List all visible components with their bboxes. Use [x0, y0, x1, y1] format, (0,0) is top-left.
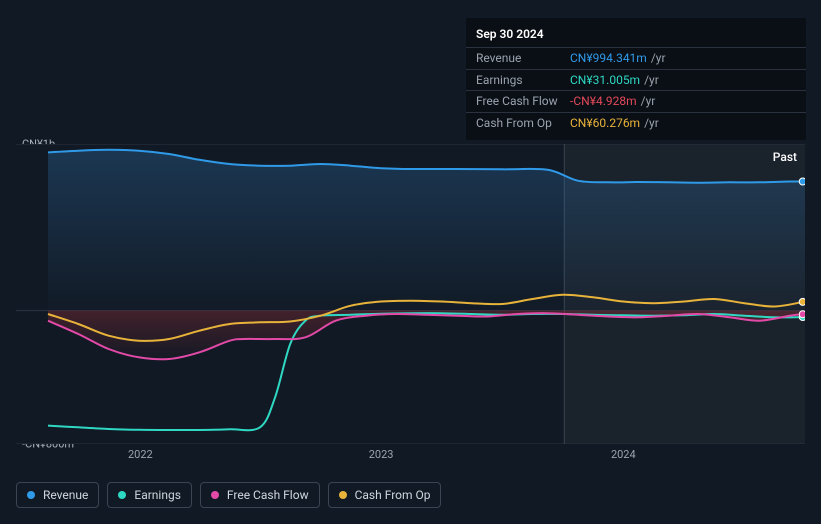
legend-item-revenue[interactable]: Revenue — [16, 482, 99, 508]
marker-cfo — [799, 298, 805, 305]
tooltip-row-value: CN¥994.341m — [570, 50, 647, 67]
data-tooltip: Sep 30 2024 RevenueCN¥994.341m/yrEarning… — [466, 18, 806, 140]
tooltip-row-unit: /yr — [641, 93, 656, 110]
past-label: Past — [773, 150, 797, 164]
tooltip-row-label: Revenue — [476, 50, 570, 67]
legend-item-cfo[interactable]: Cash From Op — [328, 482, 442, 508]
tooltip-row: RevenueCN¥994.341m/yr — [466, 47, 806, 69]
tooltip-row-value: CN¥60.276m — [570, 115, 640, 132]
x-tick-label: 2023 — [369, 448, 394, 461]
legend-label: Free Cash Flow — [227, 488, 309, 502]
legend-swatch — [118, 491, 126, 499]
legend-label: Revenue — [43, 488, 88, 502]
tooltip-row: EarningsCN¥31.005m/yr — [466, 69, 806, 91]
legend-swatch — [211, 491, 219, 499]
x-tick-label: 2024 — [611, 448, 636, 461]
tooltip-date: Sep 30 2024 — [466, 24, 806, 47]
tooltip-row-unit: /yr — [644, 115, 659, 132]
x-tick-label: 2022 — [128, 448, 153, 461]
tooltip-row-label: Earnings — [476, 72, 570, 89]
legend-label: Cash From Op — [355, 488, 431, 502]
tooltip-row: Cash From OpCN¥60.276m/yr — [466, 112, 806, 134]
legend-item-earnings[interactable]: Earnings — [107, 482, 192, 508]
tooltip-row-unit: /yr — [651, 50, 666, 67]
tooltip-row: Free Cash Flow-CN¥4.928m/yr — [466, 90, 806, 112]
legend-item-fcf[interactable]: Free Cash Flow — [200, 482, 320, 508]
tooltip-row-label: Cash From Op — [476, 115, 570, 132]
tooltip-row-label: Free Cash Flow — [476, 93, 570, 110]
marker-revenue — [799, 178, 805, 185]
tooltip-row-value: -CN¥4.928m — [570, 93, 637, 110]
tooltip-row-unit: /yr — [644, 72, 659, 89]
legend-swatch — [27, 491, 35, 499]
financials-chart — [16, 144, 805, 444]
chart-plot-area: Past — [16, 144, 805, 444]
legend-label: Earnings — [134, 488, 181, 502]
legend: Revenue Earnings Free Cash Flow Cash From O… — [16, 482, 441, 508]
x-axis: 2022 2023 2024 — [16, 448, 805, 468]
tooltip-row-value: CN¥31.005m — [570, 72, 640, 89]
marker-fcf — [799, 311, 805, 318]
legend-swatch — [339, 491, 347, 499]
